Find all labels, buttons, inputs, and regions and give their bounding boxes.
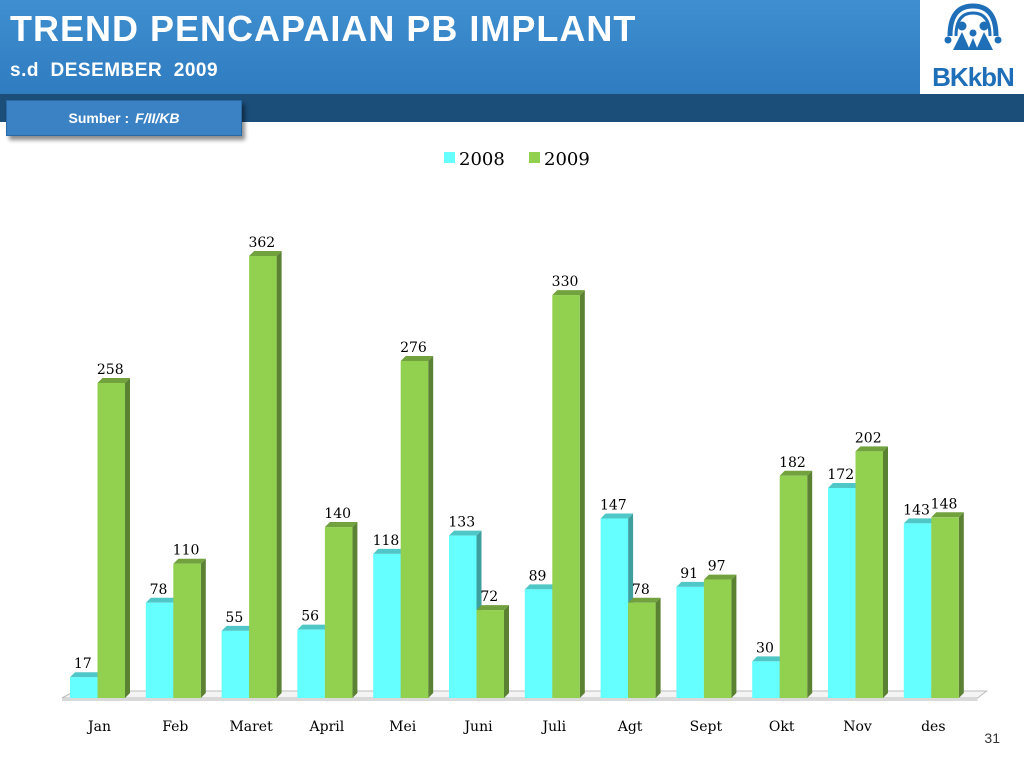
x-tick-label-mei: Mei [389,719,417,735]
chart-legend: 2008 2009 [444,149,590,170]
logo-text: BKkbN [932,62,1014,92]
x-tick-label-maret: Maret [229,719,273,735]
source-value: F/II/KB [135,110,180,126]
x-tick-label-feb: Feb [162,719,188,735]
data-label-2008-okt: 30 [756,640,774,656]
x-tick-label-agt: Agt [617,719,643,735]
x-tick-label-juli: Juli [541,719,567,735]
legend-label-2009: 2009 [544,149,590,170]
data-label-2008-agt: 147 [600,498,627,514]
source-label: Sumber : [68,110,130,126]
bar-2009-des [931,512,964,698]
x-tick-label-nov: Nov [843,719,872,735]
bar-2009-nov [855,446,888,698]
data-label-2009-juni: 72 [480,589,498,605]
data-label-2008-april: 56 [301,609,319,625]
header-bar: TREND PENCAPAIAN PB IMPLANT s.d DESEMBER… [0,0,920,94]
bar-2009-sept [703,574,737,698]
data-label-2009-jan: 258 [97,362,124,378]
legend-swatch-2009 [529,152,540,163]
data-label-2009-feb: 110 [173,543,200,559]
data-label-2009-april: 140 [324,506,351,522]
bar-2009-okt [779,470,813,698]
x-tick-label-okt: Okt [769,719,795,735]
page-subtitle: s.d DESEMBER 2009 [10,60,219,81]
data-label-2008-sept: 91 [680,566,698,582]
source-box: Sumber : F/II/KB [6,100,242,136]
data-label-2008-juni: 133 [448,515,475,531]
bar-2009-agt [628,597,661,698]
x-tick-label-juni: Juni [462,719,493,735]
bar-2008-juni [449,530,482,698]
data-label-2008-jan: 17 [74,656,92,672]
data-label-2009-juli: 330 [552,274,579,290]
page-number: 31 [984,730,1000,746]
chart-floor-edge [62,698,978,701]
data-label-2008-maret: 55 [225,610,243,626]
data-label-2009-maret: 362 [248,235,275,251]
bar-2009-april [324,522,358,698]
legend-label-2008: 2008 [459,149,505,170]
bar-2009-mei [400,356,434,698]
family-figures-logo-icon: BKkbN [932,3,1015,92]
data-label-2008-mei: 118 [373,533,400,549]
bar-2009-juni [476,605,509,698]
page-title: TREND PENCAPAIAN PB IMPLANT [10,8,637,49]
data-label-2009-nov: 202 [855,430,882,446]
x-tick-label-jan: Jan [86,719,111,735]
data-label-2009-agt: 78 [632,582,650,598]
data-label-2009-sept: 97 [708,559,726,575]
bar-2009-jan [97,377,130,698]
x-tick-label-april: April [309,719,345,735]
legend-swatch-2008 [444,152,455,163]
data-label-2008-juli: 89 [529,568,547,584]
data-label-2008-des: 143 [903,502,930,518]
bar-2009-juli [552,290,585,698]
x-tick-label-des: des [921,719,945,735]
data-label-2009-okt: 182 [779,455,806,471]
x-tick-label-sept: Sept [690,719,723,735]
logo: BKkbN [922,0,1024,94]
bar-2009-maret [249,251,282,698]
data-label-2008-feb: 78 [150,582,168,598]
bar-2009-feb [173,558,206,698]
data-label-2008-nov: 172 [827,467,854,483]
data-label-2009-des: 148 [931,496,958,512]
data-label-2009-mei: 276 [400,340,427,356]
